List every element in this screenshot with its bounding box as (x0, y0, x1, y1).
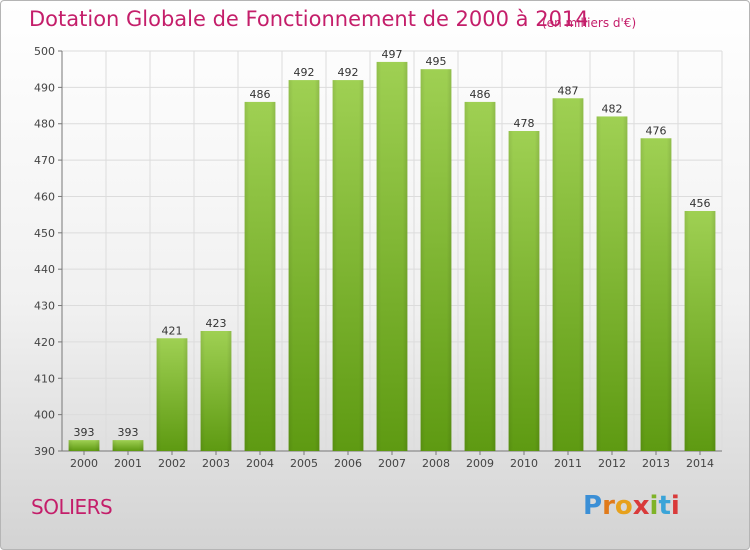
data-label: 476 (646, 124, 667, 137)
data-label: 423 (206, 317, 227, 330)
bar-shade-2013 (640, 138, 672, 452)
y-tick-label: 420 (34, 336, 55, 349)
x-tick-label: 2005 (290, 457, 318, 470)
data-label: 482 (602, 102, 623, 115)
x-tick-label: 2006 (334, 457, 362, 470)
x-tick-label: 2007 (378, 457, 406, 470)
bar-shade-2001 (112, 440, 144, 451)
x-tick-label: 2009 (466, 457, 494, 470)
y-tick-label: 480 (34, 118, 55, 131)
x-tick-label: 2013 (642, 457, 670, 470)
data-label: 486 (250, 88, 271, 101)
x-tick-label: 2010 (510, 457, 538, 470)
bar-shade-2014 (684, 211, 716, 451)
y-tick-label: 430 (34, 300, 55, 313)
x-tick-label: 2004 (246, 457, 274, 470)
commune-name: SOLIERS (31, 495, 113, 519)
bar-shade-2004 (244, 101, 276, 451)
label-layer: 393 393 421 423 486 492 492 497 495 486 478 487 482 4… (74, 48, 711, 439)
x-tick-label: 2008 (422, 457, 450, 470)
data-label: 486 (470, 88, 491, 101)
bar-layer (68, 61, 716, 452)
bar-shade-2005 (288, 80, 320, 451)
x-tick-label: 2001 (114, 457, 142, 470)
bar-shade-2002 (156, 338, 188, 451)
data-label: 495 (426, 55, 447, 68)
y-tick-label: 500 (34, 45, 55, 58)
data-label: 492 (338, 66, 359, 79)
data-label: 487 (558, 84, 579, 97)
x-tick-label: 2003 (202, 457, 230, 470)
chart-title: Dotation Globale de Fonctionnement de 20… (29, 7, 589, 31)
bar-shade-2012 (596, 116, 628, 452)
x-tick-label: 2000 (70, 457, 98, 470)
x-tick-label: 2014 (686, 457, 714, 470)
x-tick-label: 2002 (158, 457, 186, 470)
bar-shade-2006 (332, 80, 364, 451)
data-label: 492 (294, 66, 315, 79)
data-label: 421 (162, 324, 183, 337)
y-tick-label: 450 (34, 227, 55, 240)
y-tick-label: 490 (34, 81, 55, 94)
bar-shade-2000 (68, 440, 100, 451)
y-tick-label: 410 (34, 372, 55, 385)
y-tick-label: 470 (34, 154, 55, 167)
data-label: 478 (514, 117, 535, 130)
data-label: 456 (690, 197, 711, 210)
y-tick-label: 440 (34, 263, 55, 276)
bar-shade-2009 (464, 101, 496, 451)
bar-shade-2007 (376, 61, 408, 452)
x-tick-label: 2012 (598, 457, 626, 470)
x-tick-label: 2011 (554, 457, 582, 470)
data-label: 393 (74, 426, 95, 439)
bar-shade-2010 (508, 131, 540, 451)
bar-shade-2003 (200, 331, 232, 451)
proxiti-logo[interactable]: Proxiti (583, 491, 680, 521)
y-tick-label: 390 (34, 445, 55, 458)
chart-subtitle: (en milliers d'€) (542, 16, 637, 30)
y-tick-label: 460 (34, 190, 55, 203)
y-tick-label: 400 (34, 409, 55, 422)
data-label: 393 (118, 426, 139, 439)
bar-shade-2011 (552, 98, 584, 451)
data-label: 497 (382, 48, 403, 61)
bar-shade-2008 (420, 69, 452, 451)
